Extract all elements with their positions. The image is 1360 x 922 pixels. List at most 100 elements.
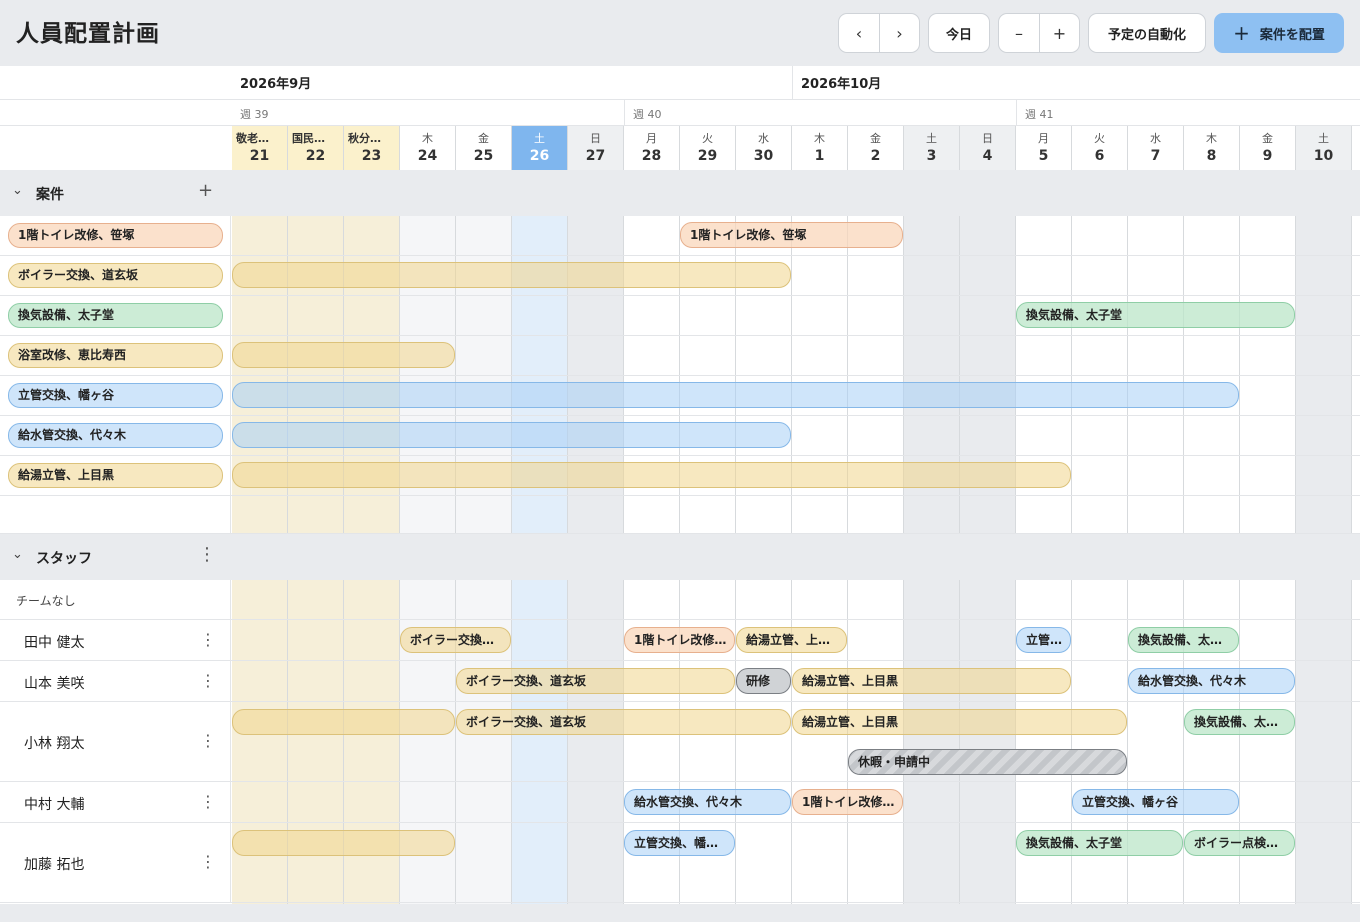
day-of-week-label: 日 xyxy=(590,132,601,145)
schedule-bar[interactable]: 給水管交換、代々木 xyxy=(624,789,791,815)
day-number-label: 6 xyxy=(1094,148,1105,164)
week-divider xyxy=(1016,100,1017,126)
day-number-label: 29 xyxy=(697,148,718,164)
project-label-cell: 給湯立管、上目黒 xyxy=(0,456,231,495)
staff-section-label: スタッフ xyxy=(36,551,92,567)
projects-section-header[interactable]: ⌄ 案件 + xyxy=(0,170,1360,216)
schedule-bar[interactable]: 換気設備、太… xyxy=(1184,709,1295,735)
schedule-bar[interactable]: 立管交換、幡… xyxy=(624,830,735,856)
schedule-bar[interactable]: 換気設備、太… xyxy=(1128,627,1239,653)
schedule-bar[interactable] xyxy=(232,830,455,856)
staff-section-header[interactable]: ⌄ スタッフ ⋮ xyxy=(0,534,1360,580)
day-header-22[interactable]: 国民… 22 xyxy=(288,126,344,170)
schedule-bar[interactable] xyxy=(232,382,1239,408)
schedule-bar[interactable] xyxy=(232,262,791,288)
staff-row: 山本 美咲 ⋮ ボイラー交換、道玄坂 研修 給湯立管、上目黒 給水管交換、代々木 xyxy=(0,661,1360,702)
day-header-24[interactable]: 木 24 xyxy=(400,126,456,170)
day-header-23[interactable]: 秋分… 23 xyxy=(344,126,400,170)
day-header-25[interactable]: 金 25 xyxy=(456,126,512,170)
project-pill[interactable]: 給湯立管、上目黒 xyxy=(8,463,223,488)
schedule-bar[interactable]: 給湯立管、上… xyxy=(736,627,847,653)
project-pill[interactable]: 立管交換、幡ヶ谷 xyxy=(8,383,223,408)
day-header-29[interactable]: 火 29 xyxy=(680,126,736,170)
zoom-in-button[interactable]: + xyxy=(1039,14,1079,52)
schedule-bar[interactable]: ボイラー交換、道玄坂 xyxy=(456,668,735,694)
day-of-week-label: 土 xyxy=(1318,132,1329,145)
assign-project-button[interactable]: + 案件を配置 xyxy=(1214,13,1344,53)
schedule-bar-label: 立管交換、幡… xyxy=(634,836,719,850)
schedule-bar[interactable]: 1階トイレ改修… xyxy=(792,789,903,815)
next-button[interactable]: › xyxy=(879,14,919,52)
day-header-26[interactable]: 土 26 xyxy=(512,126,568,170)
schedule-bar[interactable]: 給湯立管、上目黒 xyxy=(792,668,1071,694)
schedule-bar[interactable]: ボイラー点検… xyxy=(1184,830,1295,856)
staff-menu-icon[interactable]: ⋮ xyxy=(200,670,216,690)
day-header-10[interactable]: 土 10 xyxy=(1296,126,1352,170)
day-header-28[interactable]: 月 28 xyxy=(624,126,680,170)
staff-menu-icon[interactable]: ⋮ xyxy=(200,791,216,811)
staff-section-menu-button[interactable]: ⋮ xyxy=(198,544,216,565)
staff-label-cell: 中村 大輔 ⋮ xyxy=(0,782,231,822)
staff-menu-icon[interactable]: ⋮ xyxy=(200,731,216,750)
zoom-button-group: – + xyxy=(998,13,1080,53)
schedule-calendar: 2026年9月 2026年10月 週 39 週 40 週 41 敬老… 21 国民…… xyxy=(0,66,1360,904)
week-header-row: 週 39 週 40 週 41 xyxy=(0,100,1360,126)
project-pill[interactable]: 浴室改修、恵比寿西 xyxy=(8,343,223,368)
schedule-bar[interactable]: 1階トイレ改修、笹塚 xyxy=(680,222,903,248)
project-pill[interactable]: ボイラー交換、道玄坂 xyxy=(8,263,223,288)
staff-row: 田中 健太 ⋮ ボイラー交換… 1階トイレ改修… 給湯立管、上… 立管… 換気設備、太… xyxy=(0,620,1360,661)
today-button[interactable]: 今日 xyxy=(928,13,990,53)
schedule-bar[interactable]: 立管… xyxy=(1016,627,1071,653)
day-number-label: 1 xyxy=(814,148,825,164)
project-pill[interactable]: 1階トイレ改修、笹塚 xyxy=(8,223,223,248)
day-header-21[interactable]: 敬老… 21 xyxy=(232,126,288,170)
schedule-bar[interactable] xyxy=(232,462,1071,488)
add-project-button[interactable]: + xyxy=(198,180,214,201)
auto-schedule-button[interactable]: 予定の自動化 xyxy=(1088,13,1206,53)
day-number-label: 5 xyxy=(1038,148,1049,164)
project-label-cell: 浴室改修、恵比寿西 xyxy=(0,336,231,375)
day-header-27[interactable]: 日 27 xyxy=(568,126,624,170)
day-header-30[interactable]: 水 30 xyxy=(736,126,792,170)
schedule-bar[interactable] xyxy=(232,342,455,368)
schedule-bar[interactable]: 休暇・申請中 xyxy=(848,749,1127,775)
day-of-week-label: 木 xyxy=(1206,132,1217,145)
project-pill[interactable]: 換気設備、太子堂 xyxy=(8,303,223,328)
day-of-week-label: 火 xyxy=(1094,132,1105,145)
project-pill[interactable]: 給水管交換、代々木 xyxy=(8,423,223,448)
chevron-down-icon[interactable]: ⌄ xyxy=(12,547,23,562)
schedule-bar[interactable]: 立管交換、幡ヶ谷 xyxy=(1072,789,1239,815)
zoom-out-button[interactable]: – xyxy=(999,14,1039,52)
day-number-label: 4 xyxy=(982,148,993,164)
schedule-bar[interactable]: 給水管交換、代々木 xyxy=(1128,668,1295,694)
schedule-bar[interactable] xyxy=(232,422,791,448)
staff-menu-icon[interactable]: ⋮ xyxy=(200,852,216,871)
schedule-bar-label: ボイラー交換、道玄坂 xyxy=(466,674,587,688)
schedule-bar-label: ボイラー交換… xyxy=(410,633,495,647)
schedule-bar[interactable]: ボイラー交換… xyxy=(400,627,511,653)
schedule-bar[interactable]: 換気設備、太子堂 xyxy=(1016,302,1295,328)
staff-menu-icon[interactable]: ⋮ xyxy=(200,629,216,649)
schedule-bar[interactable]: 研修 xyxy=(736,668,791,694)
schedule-bar[interactable]: ボイラー交換、道玄坂 xyxy=(456,709,791,735)
staff-name: 山本 美咲 xyxy=(24,675,85,692)
day-of-week-label: 水 xyxy=(1150,132,1161,145)
staff-row: 小林 翔太 ⋮ ボイラー交換、道玄坂 給湯立管、上目黒 換気設備、太… 休暇・申請中 xyxy=(0,702,1360,782)
prev-button[interactable]: ‹ xyxy=(839,14,879,52)
schedule-bar[interactable]: 給湯立管、上目黒 xyxy=(792,709,1127,735)
schedule-bar[interactable]: 1階トイレ改修… xyxy=(624,627,735,653)
week-label: 週 41 xyxy=(1025,108,1054,121)
schedule-bar[interactable]: 換気設備、太子堂 xyxy=(1016,830,1183,856)
chevron-down-icon[interactable]: ⌄ xyxy=(12,183,23,198)
schedule-bar[interactable] xyxy=(232,709,455,735)
schedule-bar-label: 1階トイレ改修… xyxy=(802,795,895,809)
